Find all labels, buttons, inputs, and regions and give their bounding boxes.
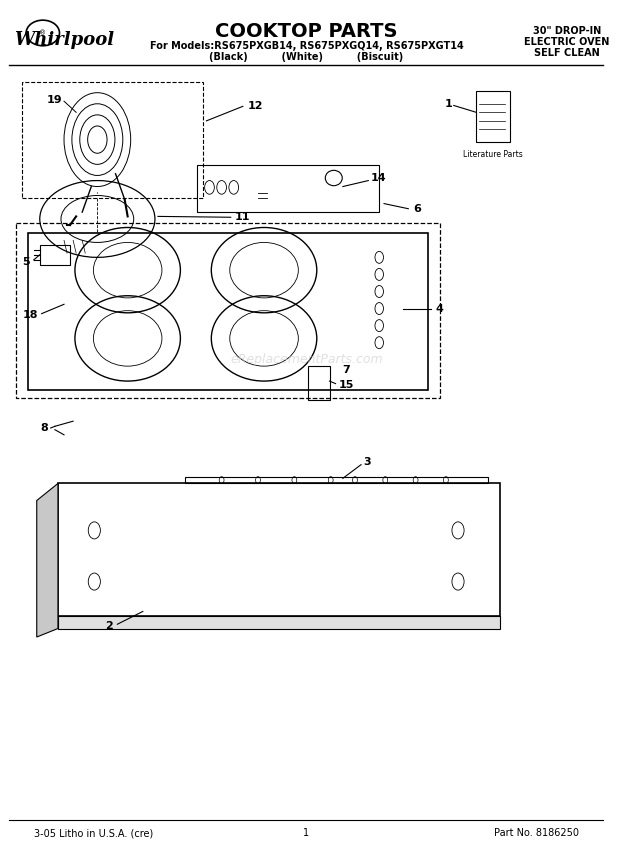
Text: ELECTRIC OVEN: ELECTRIC OVEN bbox=[525, 38, 610, 47]
Text: (Black)          (White)          (Biscuit): (Black) (White) (Biscuit) bbox=[210, 52, 404, 62]
Text: 8: 8 bbox=[41, 423, 48, 433]
Text: 14: 14 bbox=[370, 173, 386, 183]
Text: Whirlpool: Whirlpool bbox=[14, 31, 114, 49]
Text: Part No. 8186250: Part No. 8186250 bbox=[494, 829, 579, 838]
Text: 11: 11 bbox=[235, 212, 250, 223]
Polygon shape bbox=[58, 615, 500, 628]
Text: 2: 2 bbox=[105, 621, 113, 631]
Bar bbox=[308, 366, 329, 400]
Polygon shape bbox=[37, 484, 58, 637]
Text: ®: ® bbox=[39, 30, 46, 36]
Text: For Models:RS675PXGB14, RS675PXGQ14, RS675PXGT14: For Models:RS675PXGB14, RS675PXGQ14, RS6… bbox=[149, 41, 463, 51]
Bar bbox=[40, 245, 70, 265]
Text: Literature Parts: Literature Parts bbox=[463, 151, 523, 159]
Text: 5: 5 bbox=[22, 257, 30, 266]
Text: 3-05 Litho in U.S.A. (cre): 3-05 Litho in U.S.A. (cre) bbox=[33, 829, 153, 838]
Text: 3: 3 bbox=[363, 457, 371, 467]
Text: eReplacementParts.com: eReplacementParts.com bbox=[230, 354, 383, 366]
Text: 19: 19 bbox=[47, 94, 63, 104]
Text: 18: 18 bbox=[23, 311, 38, 320]
Text: 4: 4 bbox=[436, 304, 444, 313]
Text: 1: 1 bbox=[303, 829, 309, 838]
Text: 30" DROP-IN: 30" DROP-IN bbox=[533, 27, 601, 36]
Text: COOKTOP PARTS: COOKTOP PARTS bbox=[215, 21, 398, 41]
Text: SELF CLEAN: SELF CLEAN bbox=[534, 49, 600, 58]
Text: 15: 15 bbox=[338, 380, 353, 390]
Text: 7: 7 bbox=[342, 365, 350, 375]
Text: 1: 1 bbox=[445, 98, 453, 109]
Text: 12: 12 bbox=[247, 101, 263, 111]
Bar bbox=[476, 91, 510, 142]
Text: 6: 6 bbox=[413, 204, 421, 214]
